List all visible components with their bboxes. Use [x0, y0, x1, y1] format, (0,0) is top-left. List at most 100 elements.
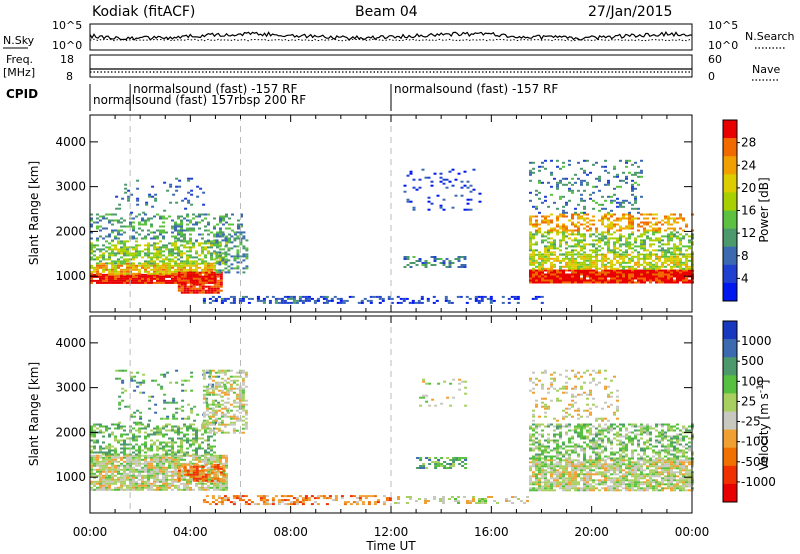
range-cell — [544, 159, 547, 162]
range-cell — [138, 427, 141, 430]
range-cell — [148, 419, 152, 422]
range-cell — [529, 239, 532, 242]
range-cell — [580, 255, 583, 258]
range-cell — [478, 200, 482, 203]
range-cell — [544, 249, 547, 252]
range-cell — [589, 259, 592, 262]
range-cell — [676, 269, 679, 272]
range-cell — [120, 451, 123, 454]
range-cell — [195, 250, 198, 253]
range-cell — [127, 195, 131, 198]
range-cell — [403, 266, 407, 268]
range-cell — [574, 277, 577, 280]
range-cell — [661, 265, 664, 268]
range-cell — [210, 273, 214, 276]
range-cell — [195, 215, 198, 218]
range-cell — [628, 241, 631, 244]
range-cell — [586, 255, 589, 258]
range-cell — [631, 257, 634, 260]
range-cell — [99, 468, 102, 471]
range-cell — [220, 371, 224, 374]
range-cell — [664, 259, 667, 262]
range-cell — [222, 479, 226, 482]
range-cell — [619, 265, 622, 268]
range-cell — [174, 460, 177, 463]
range-cell — [242, 245, 246, 248]
range-cell — [213, 287, 217, 290]
range-cell — [186, 291, 190, 294]
range-cell — [464, 463, 468, 465]
range-cell — [601, 255, 604, 258]
range-cell — [102, 277, 105, 280]
range-cell — [99, 429, 102, 432]
range-cell — [183, 473, 187, 476]
range-cell — [201, 427, 204, 430]
range-cell — [355, 501, 359, 504]
range-cell — [240, 223, 243, 226]
range-cell — [129, 221, 132, 224]
range-cell — [556, 231, 559, 234]
range-cell — [114, 453, 117, 456]
range-cell — [589, 267, 592, 270]
range-cell — [492, 299, 496, 302]
range-cell — [595, 227, 598, 230]
range-cell — [577, 239, 580, 242]
range-cell — [607, 237, 610, 240]
range-cell — [442, 502, 445, 504]
range-cell — [162, 272, 165, 275]
range-cell — [190, 189, 194, 192]
range-cell — [159, 458, 162, 461]
range-cell — [144, 437, 147, 440]
range-cell — [216, 479, 220, 482]
range-cell — [325, 295, 329, 298]
range-cell — [132, 272, 135, 275]
range-cell — [685, 273, 688, 276]
range-cell — [207, 266, 210, 269]
range-cell — [307, 299, 311, 302]
range-cell — [129, 264, 132, 267]
range-cell — [397, 496, 400, 498]
range-cell — [613, 247, 616, 250]
range-cell — [132, 277, 135, 280]
range-cell — [120, 262, 123, 265]
range-cell — [150, 476, 153, 479]
range-cell — [241, 499, 245, 502]
range-cell — [598, 273, 601, 276]
range-cell — [616, 197, 619, 200]
range-cell — [661, 249, 664, 252]
range-cell — [174, 466, 177, 469]
range-cell — [132, 433, 135, 436]
range-cell — [166, 189, 170, 192]
range-cell — [556, 219, 559, 222]
range-cell — [229, 295, 233, 298]
range-cell — [604, 273, 607, 276]
range-cell — [556, 255, 559, 258]
range-cell — [186, 289, 190, 292]
range-cell — [244, 503, 248, 506]
range-cell — [126, 246, 129, 249]
range-cell — [673, 259, 676, 262]
range-cell — [474, 299, 478, 302]
range-cell — [207, 233, 210, 236]
range-cell — [448, 266, 452, 268]
range-cell — [204, 429, 207, 432]
range-cell — [673, 213, 676, 216]
range-cell — [411, 301, 415, 304]
range-cell — [424, 266, 428, 268]
range-cell — [535, 233, 538, 236]
range-cell — [144, 480, 147, 483]
range-cell — [144, 268, 147, 271]
range-cell — [159, 266, 162, 269]
range-cell — [144, 466, 147, 469]
range-cell — [90, 472, 93, 475]
range-cell — [447, 299, 451, 302]
range-cell — [214, 409, 218, 412]
range-cell — [207, 252, 210, 255]
range-cell — [286, 301, 290, 304]
range-cell — [452, 461, 456, 463]
range-cell — [628, 225, 631, 228]
nsearch-tick-top: 10^5 — [708, 19, 738, 32]
range-cell — [216, 477, 220, 480]
range-cell — [99, 423, 102, 426]
range-cell — [532, 281, 535, 284]
